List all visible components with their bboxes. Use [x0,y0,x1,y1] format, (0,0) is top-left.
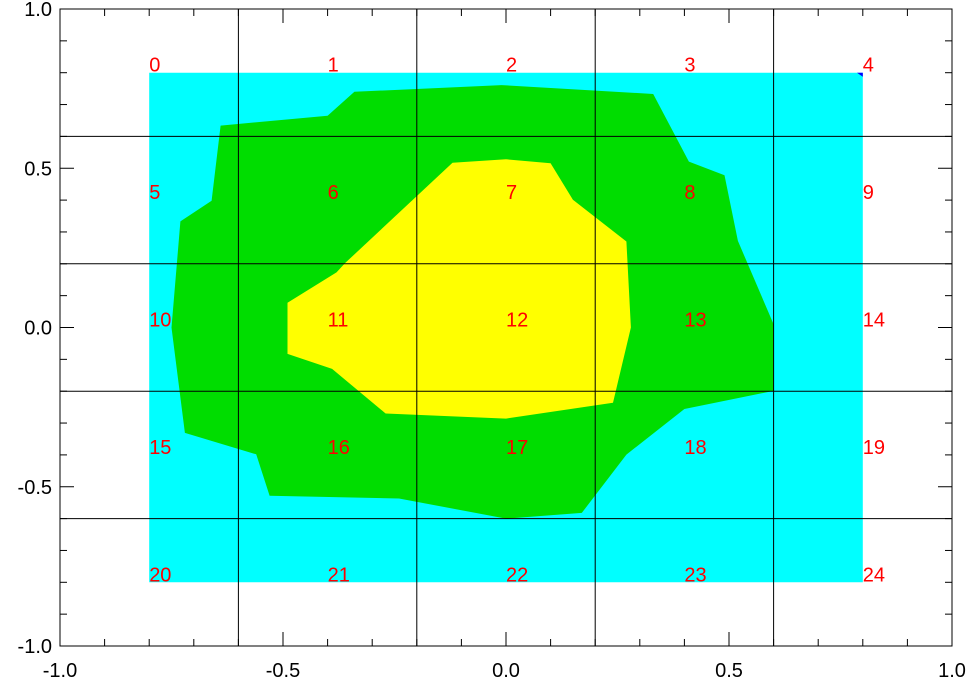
y-axis-tick-labels: -1.0 -0.5 0.0 0.5 1.0 [18,0,52,658]
y-tick-label: -0.5 [18,477,52,499]
axis-ticks [59,8,953,647]
contour-region-top [857,72,863,77]
node-label: 7 [506,182,517,204]
x-tick-label: -0.5 [266,660,300,682]
y-tick-label: 0.5 [24,158,52,180]
node-label: 16 [328,437,350,459]
node-label: 14 [863,310,885,332]
node-label: 2 [506,55,517,77]
node-label: 23 [684,564,706,586]
node-label: 8 [684,182,695,204]
node-label: 24 [863,564,885,586]
y-tick-label: -1.0 [18,636,52,658]
x-tick-label: 1.0 [938,660,966,682]
node-label: 18 [684,437,706,459]
node-label: 5 [149,182,160,204]
node-label: 19 [863,437,885,459]
node-label: 13 [684,310,706,332]
x-tick-label: -1.0 [43,660,77,682]
y-tick-label: 0.0 [24,318,52,340]
y-tick-label: 1.0 [24,0,52,21]
node-label: 4 [863,55,874,77]
node-label: 17 [506,437,528,459]
node-label: 20 [149,564,171,586]
node-label: 21 [328,564,350,586]
contour-region-high [287,159,631,419]
node-label: 11 [328,310,349,332]
node-label: 22 [506,564,528,586]
x-tick-label: 0.5 [715,660,743,682]
node-label: 12 [506,310,528,332]
x-axis-tick-labels: -1.0 -0.5 0.0 0.5 1.0 [43,660,966,682]
cell-grid [60,9,952,646]
node-label: 6 [328,182,339,204]
node-label: 9 [863,182,874,204]
node-label: 10 [149,310,171,332]
node-label: 0 [149,55,160,77]
node-label: 1 [328,55,339,77]
node-label: 3 [684,55,695,77]
x-tick-label: 0.0 [492,660,520,682]
contour-regions [149,72,863,583]
node-label: 15 [149,437,171,459]
